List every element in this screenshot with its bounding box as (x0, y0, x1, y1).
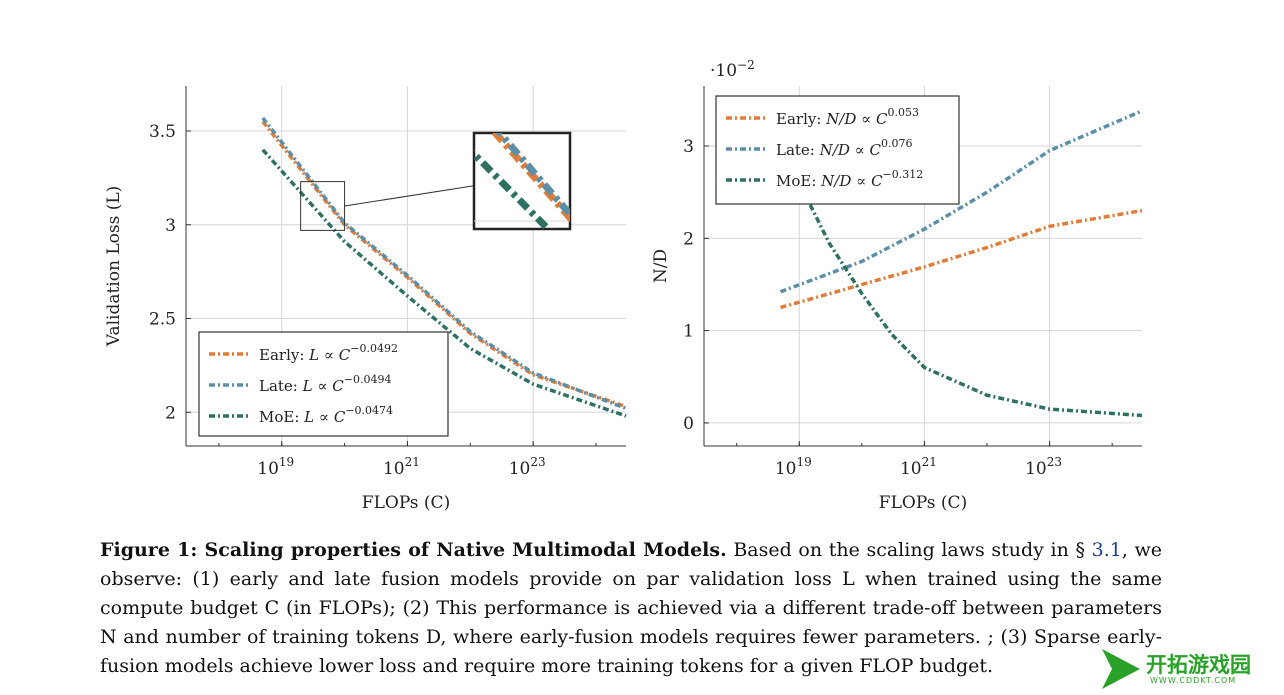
x-axis-label: FLOPs (C) (879, 493, 967, 513)
legend-formula: N/D ∝ C (819, 141, 882, 159)
zoom-connector (344, 185, 475, 207)
inset-lines (474, 133, 570, 229)
series-lines (261, 116, 627, 418)
y-tick-label: 3 (683, 137, 694, 157)
legend-exponent: 0.076 (881, 137, 913, 150)
x-axis-label: FLOPs (C) (362, 493, 450, 513)
watermark-logo: 开拓游戏园 WWW.CDDKT.COM (1098, 645, 1278, 691)
caption-text-2: , we observe: (1) early and late fusion … (100, 539, 1162, 677)
legend-formula: L ∝ C (303, 408, 346, 426)
watermark-url: WWW.CDDKT.COM (1150, 676, 1237, 685)
legend-entry-early: Early: N/D ∝ C0.053 (776, 106, 919, 128)
x-tick-label: 1019 (257, 455, 294, 479)
legend-formula: N/D ∝ C (820, 172, 883, 190)
section-ref-link[interactable]: 3.1 (1091, 539, 1122, 561)
x-tick-label: 1023 (509, 455, 546, 479)
x-tick-label: 1021 (900, 455, 937, 479)
legend-formula: L ∝ C (302, 377, 345, 395)
inset-frame (472, 131, 572, 231)
legend-entry-late: Late: N/D ∝ C0.076 (776, 137, 913, 159)
series-line-early (780, 208, 1143, 310)
inset-zoom (300, 131, 572, 231)
validation-loss-chart: 1019 1021 1023 2 2.5 3 3.5 FLOPs (C) Validation … (104, 86, 627, 513)
x-tick-label: 1019 (775, 455, 812, 479)
x-tick-label: 1023 (1025, 455, 1062, 479)
y-axis-label: Validation Loss (L) (104, 186, 124, 348)
figure-caption: Figure 1: Scaling properties of Native M… (100, 536, 1162, 681)
y-multiplier: ·10−2 (710, 58, 755, 81)
zoom-region (300, 181, 346, 231)
legend-formula: N/D ∝ C (825, 110, 888, 128)
legend-exponent: 0.053 (888, 106, 920, 119)
legend-exponent: −0.0494 (344, 373, 392, 386)
x-tick-exponent: 21 (922, 455, 937, 469)
y-tick-label: 0 (683, 414, 694, 434)
series-line-moe (261, 148, 627, 418)
legend-exponent: −0.0492 (350, 342, 398, 355)
inset-series-late (495, 133, 570, 219)
legend-formula: L ∝ C (308, 346, 351, 364)
inset-series-early (490, 133, 570, 223)
y-multiplier-exponent: −2 (737, 58, 755, 72)
series-line-late (261, 116, 627, 411)
x-tick-exponent: 21 (405, 455, 420, 469)
y-tick-label: 2.5 (149, 310, 176, 330)
x-tick-exponent: 23 (530, 455, 545, 469)
series-line-early (261, 120, 627, 409)
y-tick-label: 1 (683, 322, 694, 342)
x-tick-exponent: 19 (796, 455, 811, 469)
y-tick-label: 2 (683, 229, 694, 249)
caption-text-1: Based on the scaling laws study in § (726, 539, 1092, 561)
legend-exponent: −0.0474 (345, 404, 393, 417)
series-lines (778, 109, 1143, 418)
series-line-moe (778, 140, 1143, 418)
y-tick-label: 2 (165, 403, 176, 423)
legend-exponent: −0.312 (883, 168, 924, 181)
watermark-text: 开拓游戏园 (1146, 653, 1251, 677)
x-tick-exponent: 19 (279, 455, 294, 469)
inset-series-moe (474, 148, 554, 229)
y-tick-label: 3.5 (149, 122, 176, 142)
caption-label: Figure 1: Scaling properties of Native M… (100, 539, 727, 561)
y-axis-label: N/D (651, 249, 671, 283)
y-tick-label: 3 (165, 216, 176, 236)
x-tick-exponent: 23 (1047, 455, 1062, 469)
x-tick-label: 1021 (383, 455, 420, 479)
series-line-late (779, 109, 1143, 294)
watermark-icon (1102, 649, 1140, 689)
